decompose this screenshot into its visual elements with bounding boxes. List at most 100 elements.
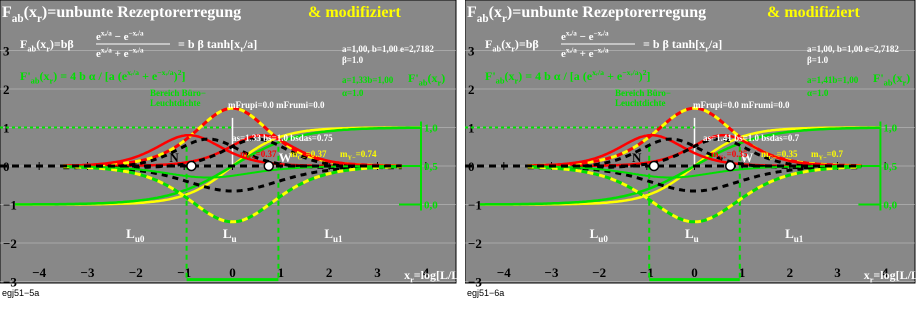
formula-lhs: Fab(xr)=bβ xyxy=(20,37,74,54)
y-tick-label: 2 xyxy=(468,82,475,97)
right-tick-label: 0,0 xyxy=(883,200,897,212)
x-tick-label: 3 xyxy=(834,265,841,280)
bs-text: as=1.33 bs=1.0 bsdas=0.75 xyxy=(232,133,333,143)
label-lu: Lu xyxy=(223,226,237,244)
m-value-y: mY−=0.7 xyxy=(811,149,844,162)
x-tick-label: −1 xyxy=(177,265,191,280)
curve-lower-yellow-dash xyxy=(527,165,862,224)
params-black: a=1,00, b=1,00 e=2,7182 xyxy=(807,44,899,54)
y-tick-label: −1 xyxy=(468,198,482,213)
chart-title-modified: & modifiziert xyxy=(308,4,402,21)
point-n-label: N xyxy=(632,150,642,165)
x-tick-label: −2 xyxy=(592,265,606,280)
y-tick-label: 3 xyxy=(3,44,10,59)
mfru-text: mFrupi=0.0 mFrumi=0.0 xyxy=(228,100,325,110)
region-label-line2: Leuchtdichte xyxy=(150,98,201,108)
chart-svg-left: 3210−1−2−3−4−3−2−1012341,00,50,0NWFab(xr… xyxy=(0,0,458,298)
params-beta: β=1.0 xyxy=(342,55,364,65)
params-alpha: α=1.0 xyxy=(807,88,829,98)
plot-background xyxy=(465,0,916,284)
right-tick-label: 1,0 xyxy=(424,123,438,135)
y-tick-label: −1 xyxy=(3,198,17,213)
formula-numerator: exᵣ/a − e−xᵣ/a xyxy=(561,30,609,43)
point-w-label: W xyxy=(740,150,753,165)
formula-rhs: = b β tanh[xr/a] xyxy=(643,37,722,54)
curve-tanh-green xyxy=(15,126,421,206)
m-value-red: mY+=0.35 xyxy=(711,149,748,162)
mfru-text: mFrupi=0.0 mFrumi=0.0 xyxy=(693,100,790,110)
region-label-line1: Bereich Büro− xyxy=(615,88,671,98)
y-tick-label: 3 xyxy=(468,44,475,59)
formula-denominator: exᵣ/a + e−xᵣ/a xyxy=(561,47,609,60)
x-axis-label: xr=log[L/Lu] xyxy=(404,268,458,285)
x-tick-label: −4 xyxy=(32,265,46,280)
formula-rhs: = b β tanh[xr/a] xyxy=(178,37,257,54)
x-tick-label: 1 xyxy=(739,265,746,280)
point-n-marker xyxy=(186,160,197,172)
x-tick-label: 3 xyxy=(374,265,381,280)
x-tick-label: 4 xyxy=(423,265,430,280)
y-tick-label: −2 xyxy=(3,236,17,251)
x-tick-label: 0 xyxy=(229,265,236,280)
right-derivative-label: F'ab(xr) xyxy=(408,71,445,88)
m-value-y: mY−=0.74 xyxy=(340,149,377,162)
y-tick-label: 2 xyxy=(3,82,10,97)
chart-svg-right: 3210−1−2−3−4−3−2−1012341,00,50,0NWFab(xr… xyxy=(465,0,917,298)
label-lu1: Lu1 xyxy=(324,226,343,244)
label-lu: Lu xyxy=(685,226,699,244)
x-tick-label: −3 xyxy=(545,265,559,280)
x-tick-label: 2 xyxy=(326,265,333,280)
right-tick-label: 0,5 xyxy=(424,161,438,173)
right-tick-label: 1,0 xyxy=(883,123,897,135)
point-w-marker xyxy=(263,160,274,172)
figure-caption: egj51−5a xyxy=(2,288,39,298)
m-value-c: mC−=0.35 xyxy=(761,149,798,162)
x-axis-label: xr=log[L/Lu] xyxy=(864,268,917,285)
curve-derivative-yellow-dash xyxy=(527,106,862,168)
x-tick-label: −1 xyxy=(640,265,654,280)
params-alpha: α=1.0 xyxy=(342,88,364,98)
region-label-line2: Leuchtdichte xyxy=(615,98,666,108)
point-w-marker xyxy=(725,160,736,172)
derivative-formula: F'ab(xr) = 4 b α / [a (exᵣ/a + e−xᵣ/a)2] xyxy=(20,68,186,85)
region-label-line1: Bereich Büro− xyxy=(150,88,206,98)
chart-title: Fab(xr)=unbunte Rezeptorerregung xyxy=(467,4,706,25)
x-tick-label: 4 xyxy=(882,265,889,280)
figure-caption: egj51−6a xyxy=(467,288,504,298)
right-tick-label: 0,5 xyxy=(883,161,897,173)
params-beta: β=1.0 xyxy=(807,55,829,65)
x-tick-label: 0 xyxy=(691,265,698,280)
y-tick-label: −2 xyxy=(468,236,482,251)
params-green: a=1,33b=1,00 xyxy=(342,75,394,85)
label-lu1: Lu1 xyxy=(785,226,804,244)
m-value-red: mY+=0.37 xyxy=(240,149,277,162)
y-tick-label: −3 xyxy=(468,275,482,290)
y-tick-label: −3 xyxy=(3,275,17,290)
point-n-label: N xyxy=(169,150,179,165)
m-value-c: mC−=0.37 xyxy=(290,149,327,162)
right-derivative-label: F'ab(xr) xyxy=(873,71,910,88)
plot-background xyxy=(0,0,457,284)
label-lu0: Lu0 xyxy=(590,226,609,244)
x-tick-label: 2 xyxy=(787,265,794,280)
params-black: a=1,00, b=1,00 e=2,7182 xyxy=(342,44,434,54)
bs-text: as=1.41 bs=1.0 bsdas=0.7 xyxy=(703,133,800,143)
right-tick-label: 0,0 xyxy=(424,200,438,212)
chart-title-modified: & modifiziert xyxy=(767,4,861,21)
curve-lower-green-thin xyxy=(63,165,402,179)
chart-panel-right: 3210−1−2−3−4−3−2−1012341,00,50,0NWFab(xr… xyxy=(465,0,917,324)
chart-title: Fab(xr)=unbunte Rezeptorerregung xyxy=(2,4,241,25)
derivative-formula: F'ab(xr) = 4 b α / [a (exᵣ/a + e−xᵣ/a)2] xyxy=(485,68,651,85)
point-w-label: W xyxy=(279,150,292,165)
chart-panel-left: 3210−1−2−3−4−3−2−1012341,00,50,0NWFab(xr… xyxy=(0,0,458,324)
curve-tanh-green xyxy=(480,126,881,206)
x-tick-label: −2 xyxy=(129,265,143,280)
x-tick-label: 1 xyxy=(278,265,285,280)
curve-lower-yellow-dash xyxy=(63,165,402,224)
point-n-marker xyxy=(648,160,660,172)
x-tick-label: −3 xyxy=(81,265,95,280)
formula-lhs: Fab(xr)=bβ xyxy=(485,37,539,54)
label-lu0: Lu0 xyxy=(126,226,145,244)
formula-denominator: exᵣ/a + e−xᵣ/a xyxy=(96,47,144,60)
formula-numerator: exᵣ/a − e−xᵣ/a xyxy=(96,30,144,43)
